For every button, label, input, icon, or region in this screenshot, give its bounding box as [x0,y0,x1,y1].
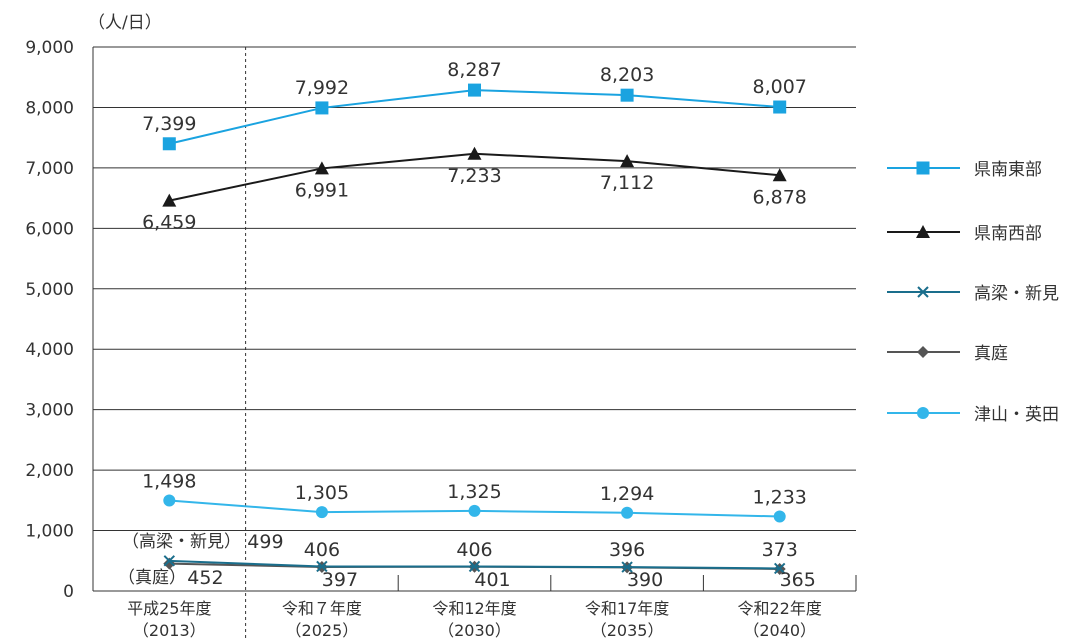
legend-marker [917,407,929,419]
legend-marker [917,286,929,298]
data-label: 7,233 [447,165,501,187]
data-point [315,101,329,115]
data-point [773,562,786,575]
data-labels: 7,399 7,992 8,287 8,203 8,007 6,459 6,991 7,233… [118,59,816,591]
legend-label: 津山・英田 [974,405,1059,425]
data-point [315,506,328,519]
legend-item: 津山・英田 [887,405,1059,425]
y-tick-label: 0 [63,582,74,602]
x-tick-label: 平成25年度 [127,599,211,618]
gridlines [93,46,856,532]
annotation-takahashi-niimi: （高梁・新見） [122,532,241,552]
data-label: 396 [609,539,645,561]
x-tick-label-year: （2030） [438,621,511,640]
y-tick-label: 2,000 [25,461,74,481]
y-tick-label: 5,000 [25,280,74,300]
series-lines [162,83,787,575]
data-label: 406 [304,539,340,561]
x-tick-label: 令和22年度 [738,599,822,618]
data-label: 406 [456,539,492,561]
data-point [163,555,176,567]
legend-label: 県南西部 [974,224,1042,244]
legend-marker [917,346,929,358]
data-label: 1,233 [752,486,806,508]
data-label: 8,203 [600,64,654,86]
y-axis-unit: （人/日） [88,13,162,33]
data-label: 1,325 [447,481,501,503]
data-point [314,161,329,175]
legend-marker [916,161,930,175]
data-point [468,83,481,97]
data-label: 6,459 [142,212,196,234]
legend-item: 真庭 [887,344,1008,364]
y-tick-label: 1,000 [25,522,74,542]
data-label: 8,287 [447,59,501,81]
data-point [773,100,787,114]
data-label: 401 [474,569,510,591]
data-point [772,168,787,182]
x-tick-label-year: （2040） [743,621,816,640]
data-label: 1,294 [600,483,654,505]
y-tick-label: 4,000 [25,340,74,360]
x-tick-label-year: （2035） [591,621,664,640]
x-tick-label: 令和17年度 [585,599,669,618]
data-label: 373 [762,539,798,561]
series-line-0 [169,89,780,145]
y-tick-label: 7,000 [25,159,74,179]
x-tick-label-year: （2013） [133,621,206,640]
legend-label: 高梁・新見 [974,284,1059,304]
data-label: 7,399 [142,113,196,135]
legend-label: 県南東部 [974,160,1042,180]
data-point [162,193,177,207]
data-point [162,137,176,151]
data-point [621,561,633,573]
data-label: 1,498 [142,470,196,492]
data-label: 397 [322,569,358,591]
data-point [620,154,635,168]
data-point [163,494,176,507]
legend-item: 高梁・新見 [887,284,1059,304]
data-label: 365 [780,569,816,591]
y-tick-label: 6,000 [25,219,74,239]
data-label: 452 [187,567,223,589]
x-tick-label: 令和12年度 [432,599,516,618]
x-tick-label-year: （2025） [286,621,359,640]
data-label: 1,305 [295,482,349,504]
data-label: 390 [627,569,663,591]
y-tick-label: 3,000 [25,401,74,421]
data-label: 8,007 [752,76,806,98]
data-point [468,504,481,517]
y-tick-label: 8,000 [25,98,74,118]
data-point [468,560,481,573]
legend-item: 県南東部 [887,160,1042,180]
data-point [620,88,634,102]
data-point [467,146,482,160]
y-tick-label: 9,000 [25,38,74,58]
data-label: 6,878 [752,186,806,208]
data-label: 7,112 [600,172,654,194]
legend-marker [916,225,930,238]
legend-label: 真庭 [974,344,1008,364]
axes: 0 1,000 2,000 3,000 4,000 5,000 6,000 7,000 8,00… [25,38,857,641]
data-point [316,560,328,573]
data-label: 6,991 [295,179,349,201]
data-point [621,506,634,519]
data-label: 7,992 [295,77,349,99]
x-tick-label: 令和７年度 [282,599,362,618]
data-label: 499 [247,531,283,553]
legend-item: 県南西部 [887,224,1042,244]
data-point [773,510,786,523]
annotation-maniwa: （真庭） [118,568,186,588]
